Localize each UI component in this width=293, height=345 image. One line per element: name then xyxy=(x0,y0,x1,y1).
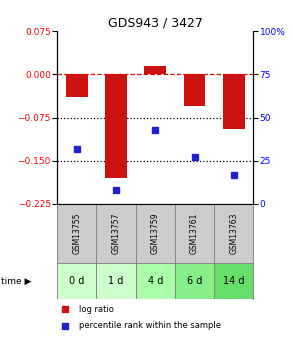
Bar xyxy=(57,204,96,264)
Text: percentile rank within the sample: percentile rank within the sample xyxy=(79,321,221,330)
Text: time ▶: time ▶ xyxy=(1,276,32,285)
Text: GSM13755: GSM13755 xyxy=(72,213,81,255)
Bar xyxy=(214,264,253,298)
Bar xyxy=(136,204,175,264)
Bar xyxy=(105,74,127,178)
Text: log ratio: log ratio xyxy=(79,305,114,314)
Text: 4 d: 4 d xyxy=(148,276,163,286)
Title: GDS943 / 3427: GDS943 / 3427 xyxy=(108,17,203,30)
Text: 6 d: 6 d xyxy=(187,276,202,286)
Bar xyxy=(175,264,214,298)
Bar xyxy=(175,204,214,264)
Text: 1 d: 1 d xyxy=(108,276,124,286)
Bar xyxy=(96,204,136,264)
Text: 14 d: 14 d xyxy=(223,276,245,286)
Bar xyxy=(214,204,253,264)
Bar xyxy=(144,66,166,74)
Text: 0 d: 0 d xyxy=(69,276,84,286)
Bar xyxy=(223,74,245,129)
Text: GSM13757: GSM13757 xyxy=(112,213,120,255)
Text: GSM13759: GSM13759 xyxy=(151,213,160,255)
Bar xyxy=(96,264,136,298)
Bar xyxy=(136,264,175,298)
Bar xyxy=(57,264,96,298)
Bar xyxy=(184,74,205,106)
Text: GSM13761: GSM13761 xyxy=(190,213,199,254)
Bar xyxy=(66,74,88,97)
Text: GSM13763: GSM13763 xyxy=(229,213,238,255)
